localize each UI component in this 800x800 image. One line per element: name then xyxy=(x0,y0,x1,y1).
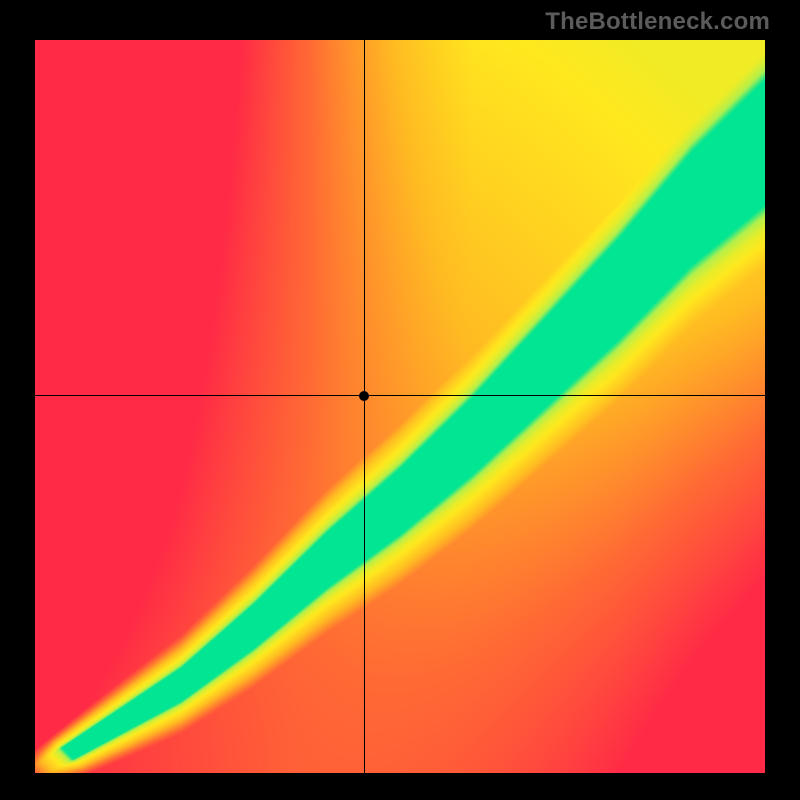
heatmap-canvas xyxy=(35,40,765,773)
crosshair-point xyxy=(359,391,369,401)
crosshair-vertical xyxy=(364,40,365,773)
crosshair-horizontal xyxy=(35,395,765,396)
heatmap-plot xyxy=(35,40,765,773)
outer-frame: TheBottleneck.com xyxy=(0,0,800,800)
watermark-text: TheBottleneck.com xyxy=(545,8,770,36)
